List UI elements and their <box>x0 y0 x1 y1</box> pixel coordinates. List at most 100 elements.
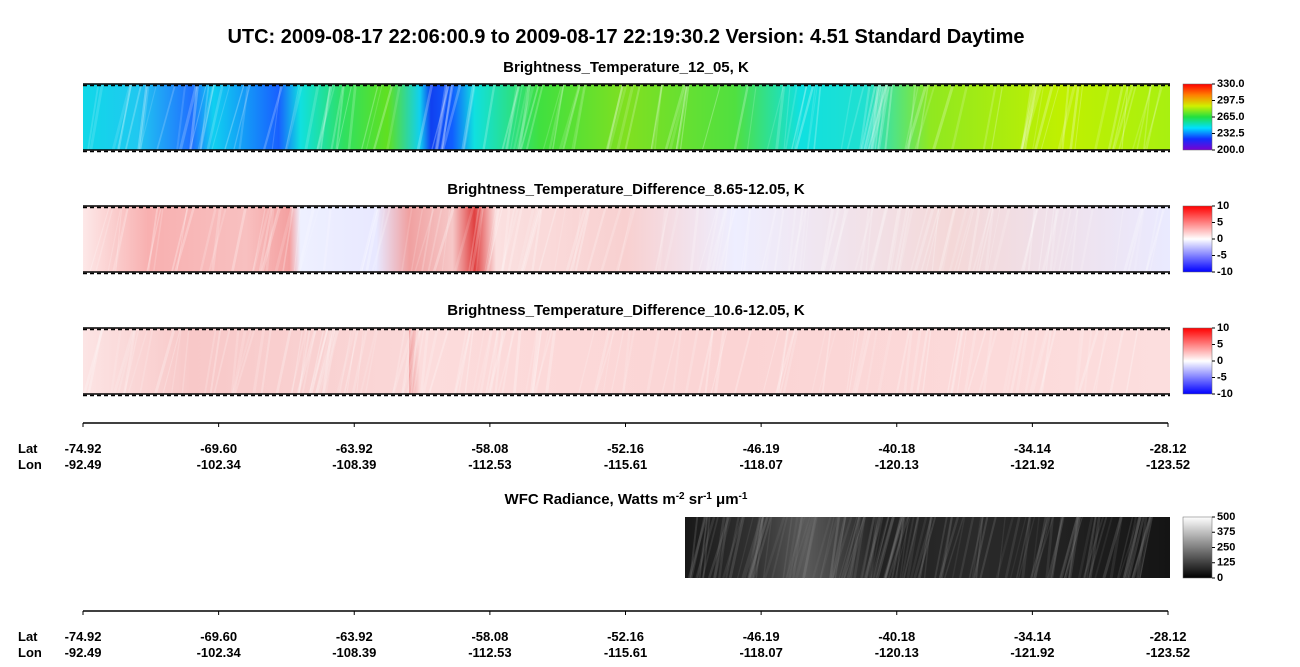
texture-streak <box>364 327 379 395</box>
texture-streak <box>1131 83 1154 151</box>
texture-streak <box>778 327 789 395</box>
image-strip <box>83 206 1170 272</box>
texture-streak <box>421 205 435 273</box>
texture-streak <box>525 83 544 151</box>
texture-streak <box>1149 205 1164 273</box>
lon-tick-label: -102.34 <box>197 457 242 472</box>
texture-streak <box>1068 516 1079 579</box>
texture-streak <box>884 83 894 151</box>
texture-streak <box>224 83 245 151</box>
texture-streak <box>1102 516 1123 579</box>
texture-streak <box>622 327 632 395</box>
texture-streak <box>950 327 964 395</box>
texture-streak <box>951 516 966 579</box>
colorbar-tick-label: 5 <box>1217 338 1223 350</box>
texture-streak <box>747 516 769 579</box>
lat-tick-label: -69.60 <box>200 441 237 456</box>
texture-streak <box>1021 516 1032 579</box>
texture-streak <box>336 83 353 151</box>
texture-streak <box>252 327 266 395</box>
texture-streak <box>476 327 493 395</box>
texture-streak <box>181 327 190 395</box>
texture-streak <box>479 327 494 395</box>
lat-tick-label: -52.16 <box>607 441 644 456</box>
texture-streak <box>316 83 334 151</box>
texture-streak <box>251 205 271 273</box>
texture-streak <box>774 327 797 395</box>
texture-streak <box>1035 516 1051 579</box>
texture-streak <box>123 327 140 395</box>
texture-streak <box>934 516 948 579</box>
texture-streak <box>728 516 745 579</box>
texture-streak <box>977 205 995 273</box>
texture-streak <box>775 83 786 151</box>
texture-streak <box>116 83 133 151</box>
texture-streak <box>1038 205 1049 273</box>
texture-streak <box>713 516 726 579</box>
colorbar <box>1182 516 1213 579</box>
texture-streak <box>708 516 730 579</box>
texture-streak <box>297 205 316 273</box>
texture-streak <box>372 83 394 151</box>
lon-tick-label: -118.07 <box>739 457 782 472</box>
texture-streak <box>672 327 683 395</box>
texture-streak <box>940 516 953 579</box>
texture-streak <box>782 327 799 395</box>
texture-streak <box>453 327 468 395</box>
texture-streak <box>111 83 132 151</box>
title-part: -1 <box>703 491 712 502</box>
texture-streak <box>787 205 808 273</box>
texture-streak <box>1020 205 1040 273</box>
texture-streak <box>802 205 810 273</box>
texture-streak <box>1112 83 1135 151</box>
colorbar-tick-label: 297.5 <box>1217 94 1245 106</box>
texture-streak <box>615 205 637 273</box>
texture-streak <box>650 83 663 151</box>
texture-streak <box>752 516 772 579</box>
texture-streak <box>262 83 284 151</box>
texture-streak <box>605 83 625 151</box>
texture-streak <box>89 83 104 151</box>
texture-streak <box>406 327 422 395</box>
texture-streak <box>982 327 994 395</box>
texture-streak <box>1070 205 1079 273</box>
figure-title: UTC: 2009-08-17 22:06:00.9 to 2009-08-17… <box>227 26 1024 48</box>
texture-streak <box>464 327 475 395</box>
texture-streak <box>887 516 909 579</box>
texture-streak <box>386 83 402 151</box>
texture-streak <box>817 327 838 395</box>
texture-streak <box>831 205 848 273</box>
texture-streak <box>714 327 726 395</box>
texture-streak <box>1124 516 1142 579</box>
texture-streak <box>1057 83 1077 151</box>
texture-streak <box>542 83 563 151</box>
texture-streak <box>115 205 123 273</box>
texture-streak <box>114 205 129 273</box>
texture-streak <box>695 516 716 579</box>
texture-streak <box>1138 516 1152 579</box>
lon-tick-label: -92.49 <box>65 645 102 660</box>
texture-streak <box>711 205 727 273</box>
lon-label: Lon <box>18 457 42 472</box>
texture-streak <box>401 327 414 395</box>
texture-streak <box>260 327 272 395</box>
colorbar-tick-label: 232.5 <box>1217 127 1245 139</box>
texture-streak <box>87 83 100 151</box>
texture-streak <box>661 327 679 395</box>
texture-streak <box>117 327 136 395</box>
texture-streak <box>1078 516 1094 579</box>
texture-streak <box>1010 516 1027 579</box>
panel-title: Brightness_Temperature_Difference_10.6-1… <box>447 302 805 319</box>
texture-streak <box>199 205 218 273</box>
texture-streak <box>1111 83 1129 151</box>
texture-streak <box>1051 516 1063 579</box>
texture-streak <box>260 205 282 273</box>
colorbar <box>1182 83 1213 151</box>
texture-streak <box>744 516 764 579</box>
texture-streak <box>359 205 379 273</box>
texture-streak <box>840 83 854 151</box>
texture-streak <box>717 205 738 273</box>
colorbar-tick-label: -10 <box>1217 388 1233 400</box>
texture-streak <box>916 327 929 395</box>
